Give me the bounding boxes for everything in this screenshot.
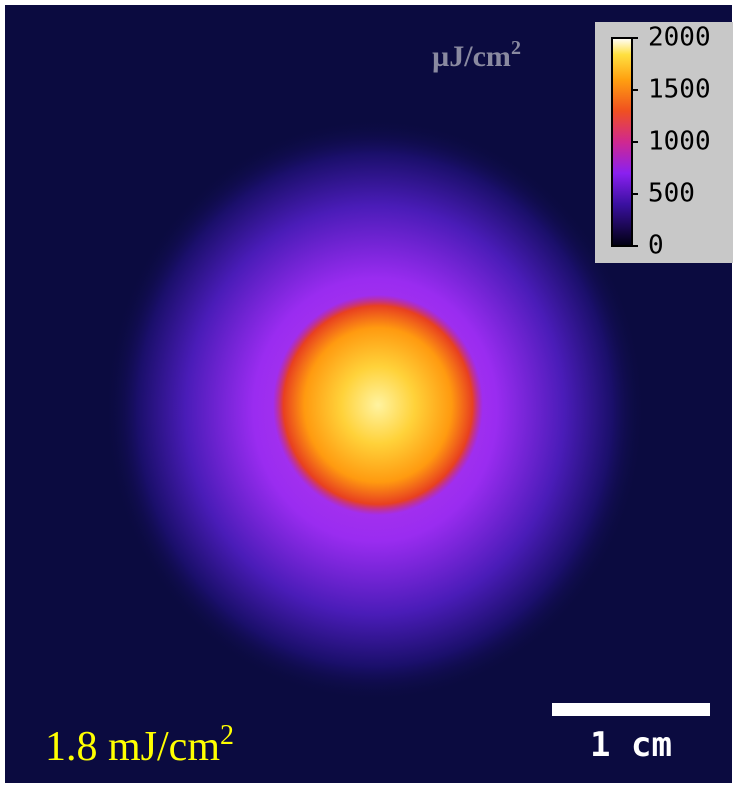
scale-bar-label: 1 cm (590, 725, 672, 765)
colorbar-tick-label: 500 (648, 179, 695, 209)
colorbar: 0 500 1000 1500 2000 (595, 22, 733, 263)
scale-bar (552, 703, 710, 716)
colorbar-tick-label: 1500 (648, 75, 711, 105)
colorbar-tick-label: 0 (648, 231, 664, 261)
fluence-label: 1.8 mJ/cm2 (45, 720, 234, 770)
beam-core (268, 287, 488, 523)
colorbar-gradient (611, 37, 633, 247)
colorbar-tick-label: 2000 (648, 23, 711, 53)
colorbar-unit: µJ/cm2 (432, 37, 521, 73)
colorbar-tick-label: 1000 (648, 127, 711, 157)
